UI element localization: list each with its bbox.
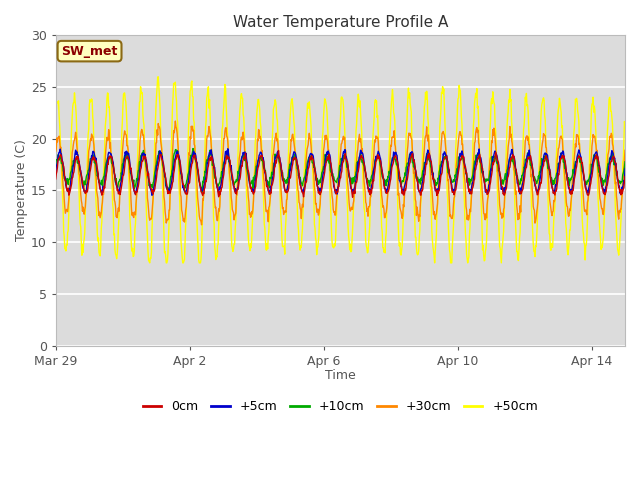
Title: Water Temperature Profile A: Water Temperature Profile A	[233, 15, 448, 30]
X-axis label: Time: Time	[325, 369, 356, 382]
Y-axis label: Temperature (C): Temperature (C)	[15, 140, 28, 241]
Text: SW_met: SW_met	[61, 45, 118, 58]
Legend: 0cm, +5cm, +10cm, +30cm, +50cm: 0cm, +5cm, +10cm, +30cm, +50cm	[138, 396, 543, 418]
